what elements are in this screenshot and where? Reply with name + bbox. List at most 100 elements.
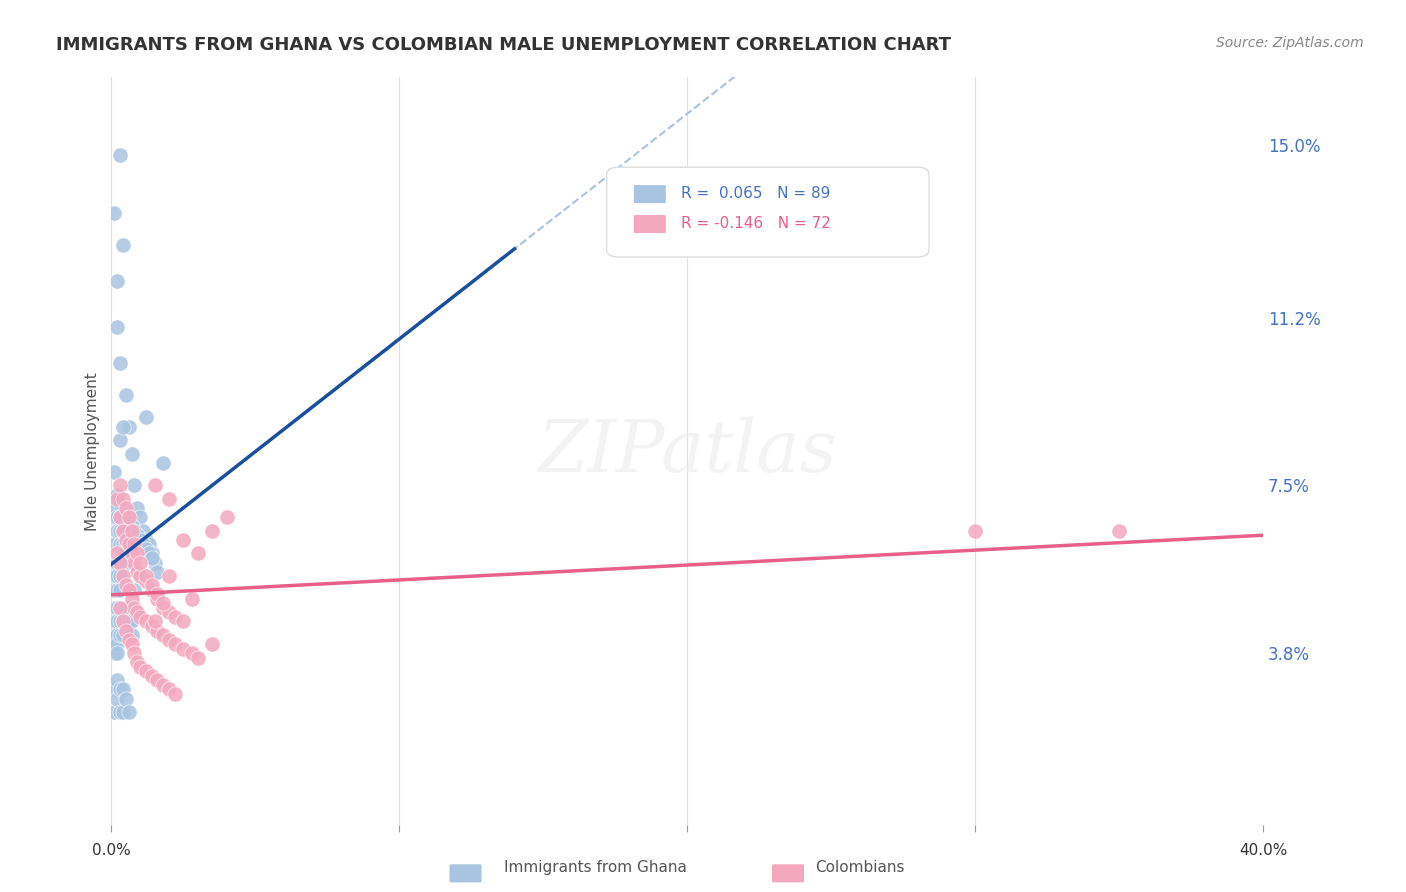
Point <box>108 356 131 370</box>
Text: R =  0.065   N = 89: R = 0.065 N = 89 <box>682 186 831 201</box>
Point <box>121 546 143 560</box>
Point <box>114 600 136 615</box>
Point <box>118 615 141 629</box>
Point <box>215 510 238 524</box>
FancyBboxPatch shape <box>606 167 929 257</box>
Point <box>129 610 152 624</box>
Point <box>157 632 180 647</box>
Point <box>105 546 128 560</box>
Point <box>121 628 143 642</box>
Point <box>124 478 146 492</box>
Point <box>124 582 146 597</box>
Text: ZIPatlas: ZIPatlas <box>537 417 837 487</box>
Point <box>108 600 131 615</box>
Point <box>146 624 169 638</box>
Point <box>108 600 131 615</box>
Point <box>108 537 131 551</box>
FancyBboxPatch shape <box>633 185 666 204</box>
Point <box>111 569 134 583</box>
Point <box>114 615 136 629</box>
Point <box>105 646 128 660</box>
Point <box>187 650 209 665</box>
Point <box>108 510 131 524</box>
Point <box>111 524 134 538</box>
Point <box>105 582 128 597</box>
Point <box>118 515 141 529</box>
Point <box>114 501 136 516</box>
Point <box>103 569 125 583</box>
Text: 0.0%: 0.0% <box>91 843 131 858</box>
Point <box>108 147 131 161</box>
Point <box>181 646 204 660</box>
Point <box>127 606 149 620</box>
Point <box>103 491 125 506</box>
Text: Immigrants from Ghana: Immigrants from Ghana <box>503 860 686 875</box>
Point <box>172 641 194 656</box>
Point <box>105 637 128 651</box>
Point <box>103 628 125 642</box>
Point <box>127 501 149 516</box>
Text: Source: ZipAtlas.com: Source: ZipAtlas.com <box>1216 36 1364 50</box>
Point <box>108 705 131 719</box>
Point <box>111 705 134 719</box>
Point <box>118 628 141 642</box>
Point <box>146 673 169 688</box>
Point <box>141 578 163 592</box>
Point <box>129 533 152 547</box>
Point <box>143 478 166 492</box>
Point <box>114 510 136 524</box>
Point <box>118 600 141 615</box>
Point <box>103 646 125 660</box>
Point <box>157 569 180 583</box>
Point <box>118 705 141 719</box>
Point <box>152 600 174 615</box>
Point <box>108 615 131 629</box>
Point <box>105 556 128 570</box>
Point <box>105 600 128 615</box>
Point <box>157 682 180 697</box>
Point <box>114 578 136 592</box>
Point <box>118 419 141 434</box>
Point <box>124 600 146 615</box>
Point <box>135 410 157 425</box>
Point <box>187 546 209 560</box>
Point <box>114 537 136 551</box>
Point <box>157 491 180 506</box>
Point <box>127 565 149 579</box>
Point <box>105 487 128 501</box>
Point <box>105 569 128 583</box>
Point <box>118 510 141 524</box>
Point <box>201 524 224 538</box>
Point <box>111 682 134 697</box>
Point <box>118 632 141 647</box>
Point <box>114 533 136 547</box>
Point <box>181 591 204 606</box>
Point <box>124 556 146 570</box>
Point <box>141 546 163 560</box>
Point <box>103 600 125 615</box>
Point <box>118 582 141 597</box>
Point <box>127 528 149 542</box>
Point <box>114 388 136 402</box>
Point <box>124 537 146 551</box>
Point <box>103 615 125 629</box>
Point <box>108 556 131 570</box>
Point <box>129 510 152 524</box>
Point <box>152 596 174 610</box>
Point <box>152 678 174 692</box>
Point <box>105 691 128 706</box>
Text: R = -0.146   N = 72: R = -0.146 N = 72 <box>682 216 831 231</box>
Point <box>141 582 163 597</box>
Point <box>103 705 125 719</box>
Point <box>103 682 125 697</box>
Point <box>135 533 157 547</box>
Point <box>103 582 125 597</box>
FancyBboxPatch shape <box>772 863 804 883</box>
Point <box>129 569 152 583</box>
Point <box>163 637 186 651</box>
Point <box>105 628 128 642</box>
Point <box>108 524 131 538</box>
Point <box>108 628 131 642</box>
Point <box>121 524 143 538</box>
Point <box>111 491 134 506</box>
